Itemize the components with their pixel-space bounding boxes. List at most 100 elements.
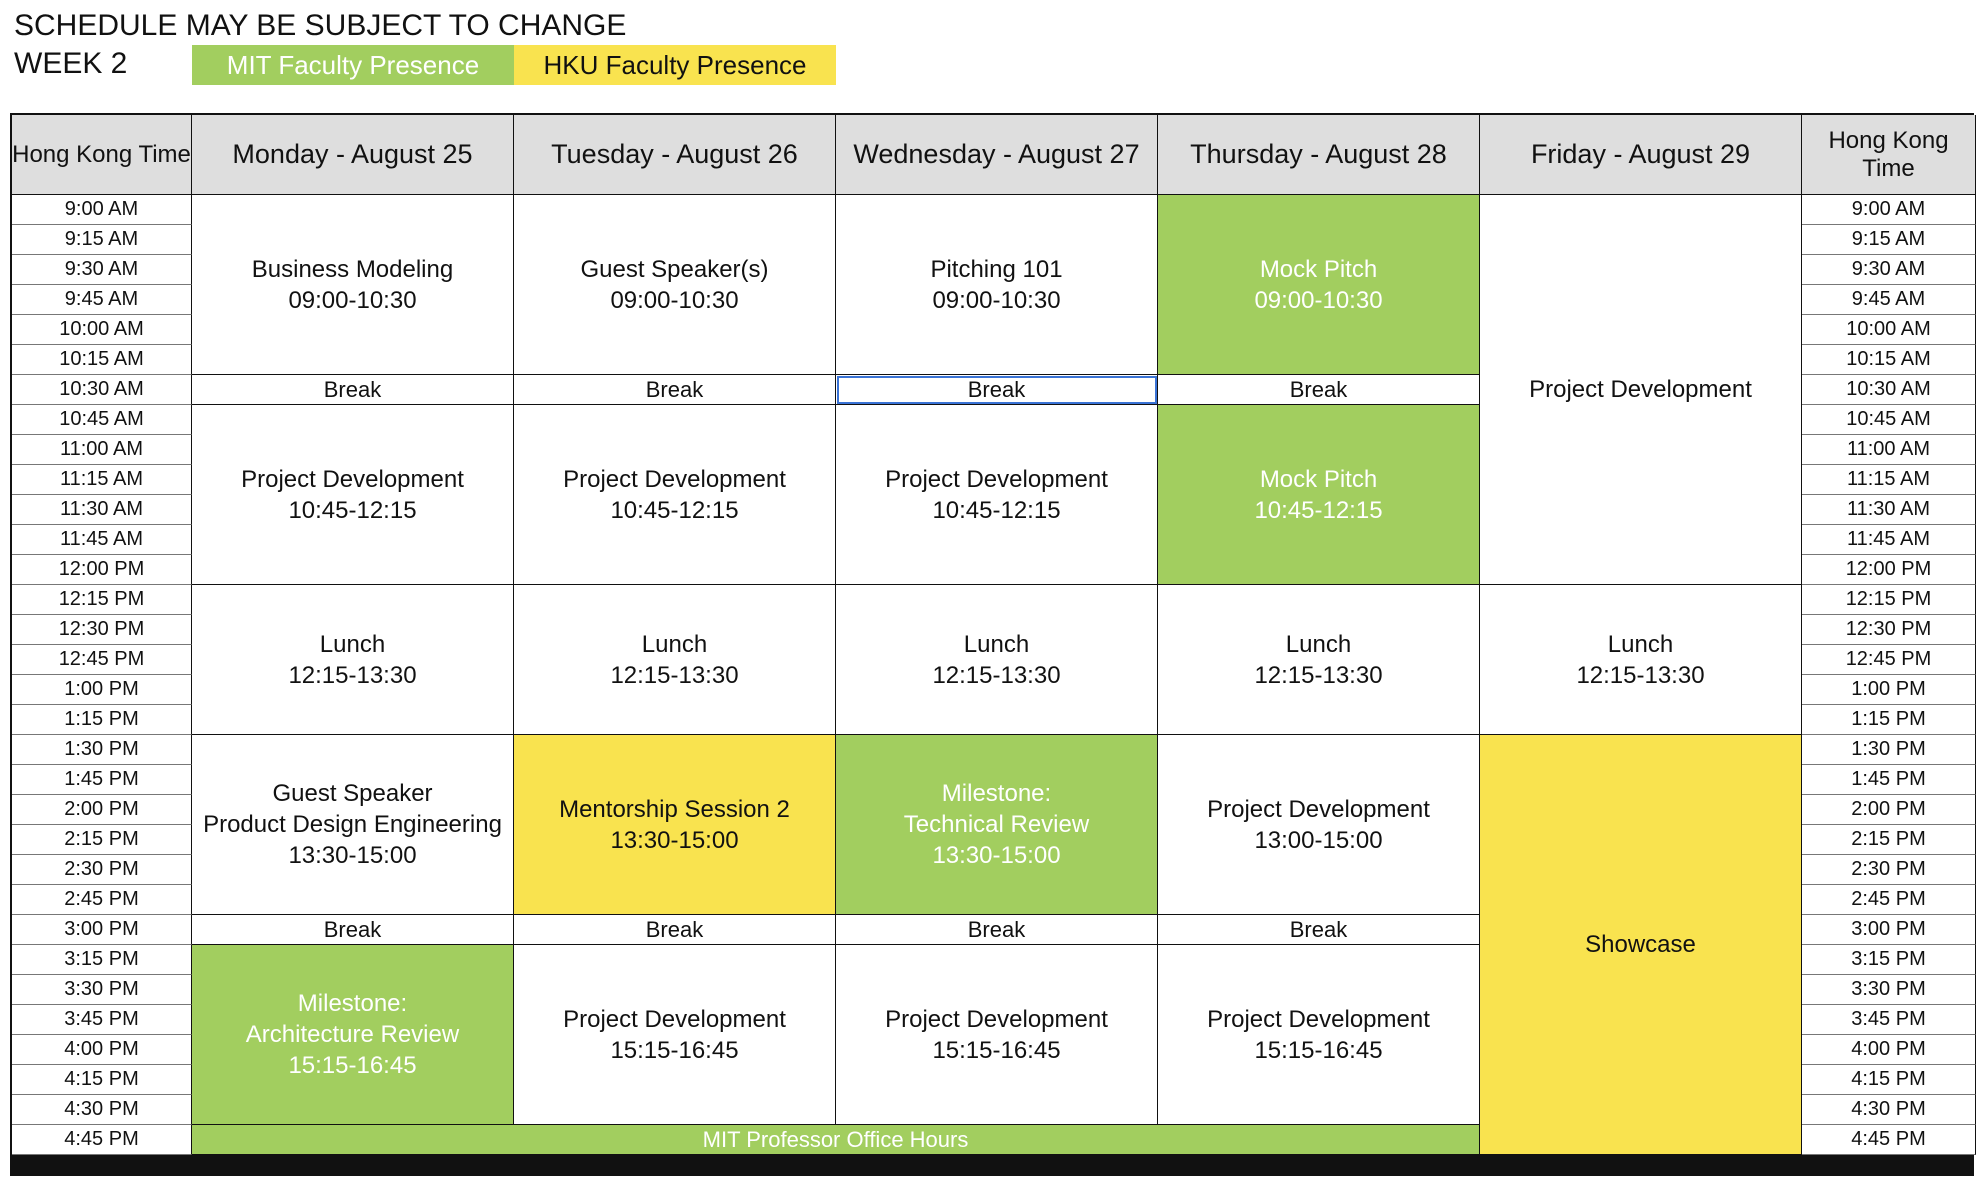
- event-line: 12:15-13:30: [1254, 661, 1383, 689]
- event-line: 13:00-15:00: [1254, 826, 1383, 854]
- session-block: Mock Pitch 09:00-10:30: [1158, 195, 1480, 375]
- session-block: Project Development 10:45-12:15: [514, 405, 836, 585]
- event-line: Lunch: [1285, 630, 1352, 658]
- break-slot: Break: [1158, 915, 1480, 945]
- event-line: 12:15-13:30: [1576, 661, 1705, 689]
- time-slot-left: 1:45 PM: [12, 765, 192, 795]
- event-line: 12:15-13:30: [932, 661, 1061, 689]
- time-slot-left: 12:45 PM: [12, 645, 192, 675]
- time-slot-right: 2:15 PM: [1802, 825, 1976, 855]
- event-line: 10:45-12:15: [1254, 496, 1383, 524]
- event-line: Project Development: [885, 1005, 1108, 1033]
- lunch-block: Lunch 12:15-13:30: [514, 585, 836, 735]
- time-slot-left: 1:30 PM: [12, 735, 192, 765]
- time-slot-left: 2:45 PM: [12, 885, 192, 915]
- time-slot-left: 3:00 PM: [12, 915, 192, 945]
- time-slot-right: 3:45 PM: [1802, 1005, 1976, 1035]
- session-block: Guest Speaker(s) 09:00-10:30: [514, 195, 836, 375]
- time-slot-right: 1:30 PM: [1802, 735, 1976, 765]
- event-line: 09:00-10:30: [610, 286, 739, 314]
- time-slot-left: 2:15 PM: [12, 825, 192, 855]
- event-line: 13:30-15:00: [288, 842, 417, 869]
- time-column-header-left: Hong Kong Time: [12, 115, 192, 195]
- time-slot-right: 2:45 PM: [1802, 885, 1976, 915]
- schedule-notice: SCHEDULE MAY BE SUBJECT TO CHANGE: [14, 9, 627, 42]
- event-line: 15:15-16:45: [1254, 1036, 1383, 1064]
- time-slot-left: 3:30 PM: [12, 975, 192, 1005]
- time-slot-right: 12:15 PM: [1802, 585, 1976, 615]
- break-slot: Break: [836, 915, 1158, 945]
- event-line: Project Development: [1207, 1005, 1430, 1033]
- event-line: Mentorship Session 2: [559, 795, 790, 823]
- time-slot-left: 4:15 PM: [12, 1065, 192, 1095]
- event-line: Project Development: [885, 465, 1108, 493]
- event-line: Project Development: [563, 465, 786, 493]
- event-line: Project Development: [1207, 795, 1430, 823]
- time-slot-left: 1:15 PM: [12, 705, 192, 735]
- event-line: 09:00-10:30: [932, 286, 1061, 314]
- time-slot-right: 4:30 PM: [1802, 1095, 1976, 1125]
- time-slot-right: 9:30 AM: [1802, 255, 1976, 285]
- event-line: Project Development: [563, 1005, 786, 1033]
- time-slot-right: 10:15 AM: [1802, 345, 1976, 375]
- time-slot-right: 12:45 PM: [1802, 645, 1976, 675]
- legend-hku-faculty: HKU Faculty Presence: [514, 45, 836, 85]
- time-slot-right: 10:30 AM: [1802, 375, 1976, 405]
- event-line: Project Development: [241, 465, 464, 493]
- lunch-block: Lunch 12:15-13:30: [1158, 585, 1480, 735]
- time-slot-right: 4:45 PM: [1802, 1125, 1976, 1155]
- time-slot-left: 3:45 PM: [12, 1005, 192, 1035]
- time-slot-left: 9:15 AM: [12, 225, 192, 255]
- session-block: Project Development 10:45-12:15: [192, 405, 514, 585]
- time-slot-left: 10:30 AM: [12, 375, 192, 405]
- lunch-block: Lunch 12:15-13:30: [836, 585, 1158, 735]
- time-slot-left: 12:30 PM: [12, 615, 192, 645]
- time-slot-left: 9:00 AM: [12, 195, 192, 225]
- time-slot-left: 11:30 AM: [12, 495, 192, 525]
- event-line: Pitching 101: [930, 255, 1063, 283]
- time-slot-right: 11:00 AM: [1802, 435, 1976, 465]
- event-line: Architecture Review: [245, 1021, 460, 1048]
- time-slot-right: 4:15 PM: [1802, 1065, 1976, 1095]
- session-block: Milestone: Technical Review 13:30-15:00: [836, 735, 1158, 915]
- event-line: 10:45-12:15: [288, 496, 417, 524]
- session-block: Project Development 15:15-16:45: [514, 945, 836, 1125]
- session-block: Project Development: [1480, 195, 1802, 585]
- time-slot-right: 1:00 PM: [1802, 675, 1976, 705]
- time-slot-left: 11:15 AM: [12, 465, 192, 495]
- time-slot-left: 10:00 AM: [12, 315, 192, 345]
- office-hours-bar: MIT Professor Office Hours: [192, 1125, 1480, 1155]
- time-slot-left: 4:30 PM: [12, 1095, 192, 1125]
- time-slot-left: 4:00 PM: [12, 1035, 192, 1065]
- event-line: 09:00-10:30: [1254, 286, 1383, 314]
- time-slot-left: 12:15 PM: [12, 585, 192, 615]
- time-slot-left: 1:00 PM: [12, 675, 192, 705]
- day-header: Tuesday - August 26: [514, 115, 836, 195]
- time-slot-right: 11:15 AM: [1802, 465, 1976, 495]
- event-line: 12:15-13:30: [610, 661, 739, 689]
- event-line: 12:15-13:30: [288, 661, 417, 689]
- session-block: Milestone: Architecture Review 15:15-16:45: [192, 945, 514, 1125]
- event-line: Mock Pitch: [1259, 255, 1378, 283]
- event-line: Business Modeling: [251, 255, 454, 283]
- event-line: Technical Review: [903, 811, 1090, 838]
- time-slot-left: 9:45 AM: [12, 285, 192, 315]
- event-line: Guest Speaker(s): [580, 255, 769, 283]
- event-line: Milestone:: [297, 990, 408, 1017]
- time-slot-right: 4:00 PM: [1802, 1035, 1976, 1065]
- event-line: 09:00-10:30: [288, 286, 417, 314]
- time-slot-right: 3:30 PM: [1802, 975, 1976, 1005]
- break-slot: Break: [514, 375, 836, 405]
- event-line: 10:45-12:15: [610, 496, 739, 524]
- day-header: Monday - August 25: [192, 115, 514, 195]
- session-block: Project Development 13:00-15:00: [1158, 735, 1480, 915]
- time-slot-left: 9:30 AM: [12, 255, 192, 285]
- time-slot-right: 3:15 PM: [1802, 945, 1976, 975]
- lunch-block: Lunch 12:15-13:30: [192, 585, 514, 735]
- break-slot: Break: [514, 915, 836, 945]
- session-block: Guest Speaker Product Design Engineering 1…: [192, 735, 514, 915]
- time-slot-right: 12:30 PM: [1802, 615, 1976, 645]
- event-line: Product Design Engineering: [203, 811, 502, 838]
- event-line: Lunch: [963, 630, 1030, 658]
- event-line: 10:45-12:15: [932, 496, 1061, 524]
